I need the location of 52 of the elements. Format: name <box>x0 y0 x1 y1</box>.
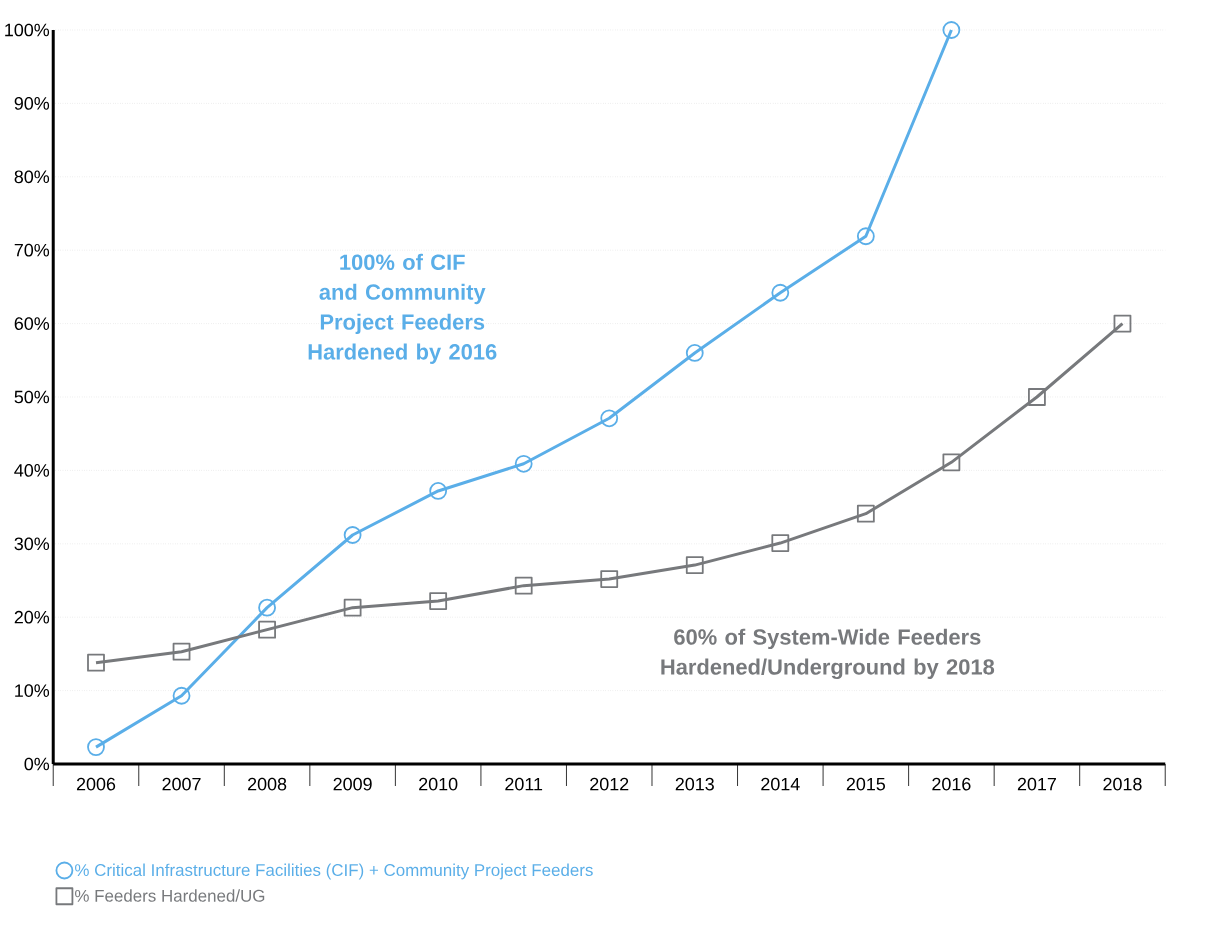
point <box>771 534 790 552</box>
point <box>343 598 362 617</box>
y-tick-label: 100% <box>5 23 50 37</box>
point <box>343 526 362 544</box>
point <box>600 570 619 588</box>
point <box>600 409 619 428</box>
annotation: 100% of CIF and Community Project Feeders Hardened by 2016 <box>308 253 497 364</box>
point <box>429 482 448 500</box>
point <box>685 344 704 362</box>
point <box>172 642 191 661</box>
x-tick-label: 2013 <box>675 777 714 791</box>
annotation: 60% of System-Wide Feeders Hardened/Underground by 2018 <box>661 628 995 680</box>
y-tick-label: 30% <box>14 537 50 551</box>
y-tick-label: 10% <box>15 684 50 697</box>
y-tick-label: 50% <box>14 390 50 404</box>
x-tick-label: 2008 <box>248 777 287 791</box>
y-tick-label: 80% <box>14 170 50 184</box>
x-tick-label: 2010 <box>419 777 458 791</box>
point <box>258 598 276 617</box>
point <box>856 227 875 246</box>
point <box>514 576 533 595</box>
x-tick-label: 2012 <box>590 777 629 791</box>
x-tick-label: 2009 <box>333 777 372 791</box>
point <box>942 21 961 39</box>
point <box>856 504 875 523</box>
y-tick-label: 90% <box>14 97 50 110</box>
x-tick-label: 2014 <box>761 777 800 791</box>
y-tick-label: 40% <box>14 464 50 477</box>
x-tick-label: 2016 <box>932 777 971 791</box>
point <box>258 620 276 639</box>
y-tick-label: 70% <box>14 243 50 257</box>
point <box>942 453 961 472</box>
point <box>1113 314 1132 333</box>
x-tick-label: 2017 <box>1017 777 1056 791</box>
legend-label: % Critical Infrastructure Facilities (CIF) + Community Project Feeders <box>75 863 593 880</box>
y-tick-label: 0% <box>24 757 50 771</box>
y-tick-label: 60% <box>14 317 50 330</box>
x-tick-label: 2018 <box>1103 777 1142 791</box>
point <box>172 686 191 705</box>
y-tick-label: 20% <box>14 610 50 624</box>
point <box>771 283 790 302</box>
point <box>87 738 105 757</box>
point <box>87 653 105 672</box>
x-tick-label: 2015 <box>846 777 886 791</box>
x-tick-label: 2006 <box>76 777 116 791</box>
legend-label: % Feeders Hardened/UG <box>75 889 265 902</box>
x-tick-label: 2011 <box>505 777 543 791</box>
x-tick-label: 2007 <box>162 777 201 791</box>
point <box>429 592 448 610</box>
point <box>1028 388 1046 406</box>
point <box>685 556 704 574</box>
point <box>514 454 533 473</box>
